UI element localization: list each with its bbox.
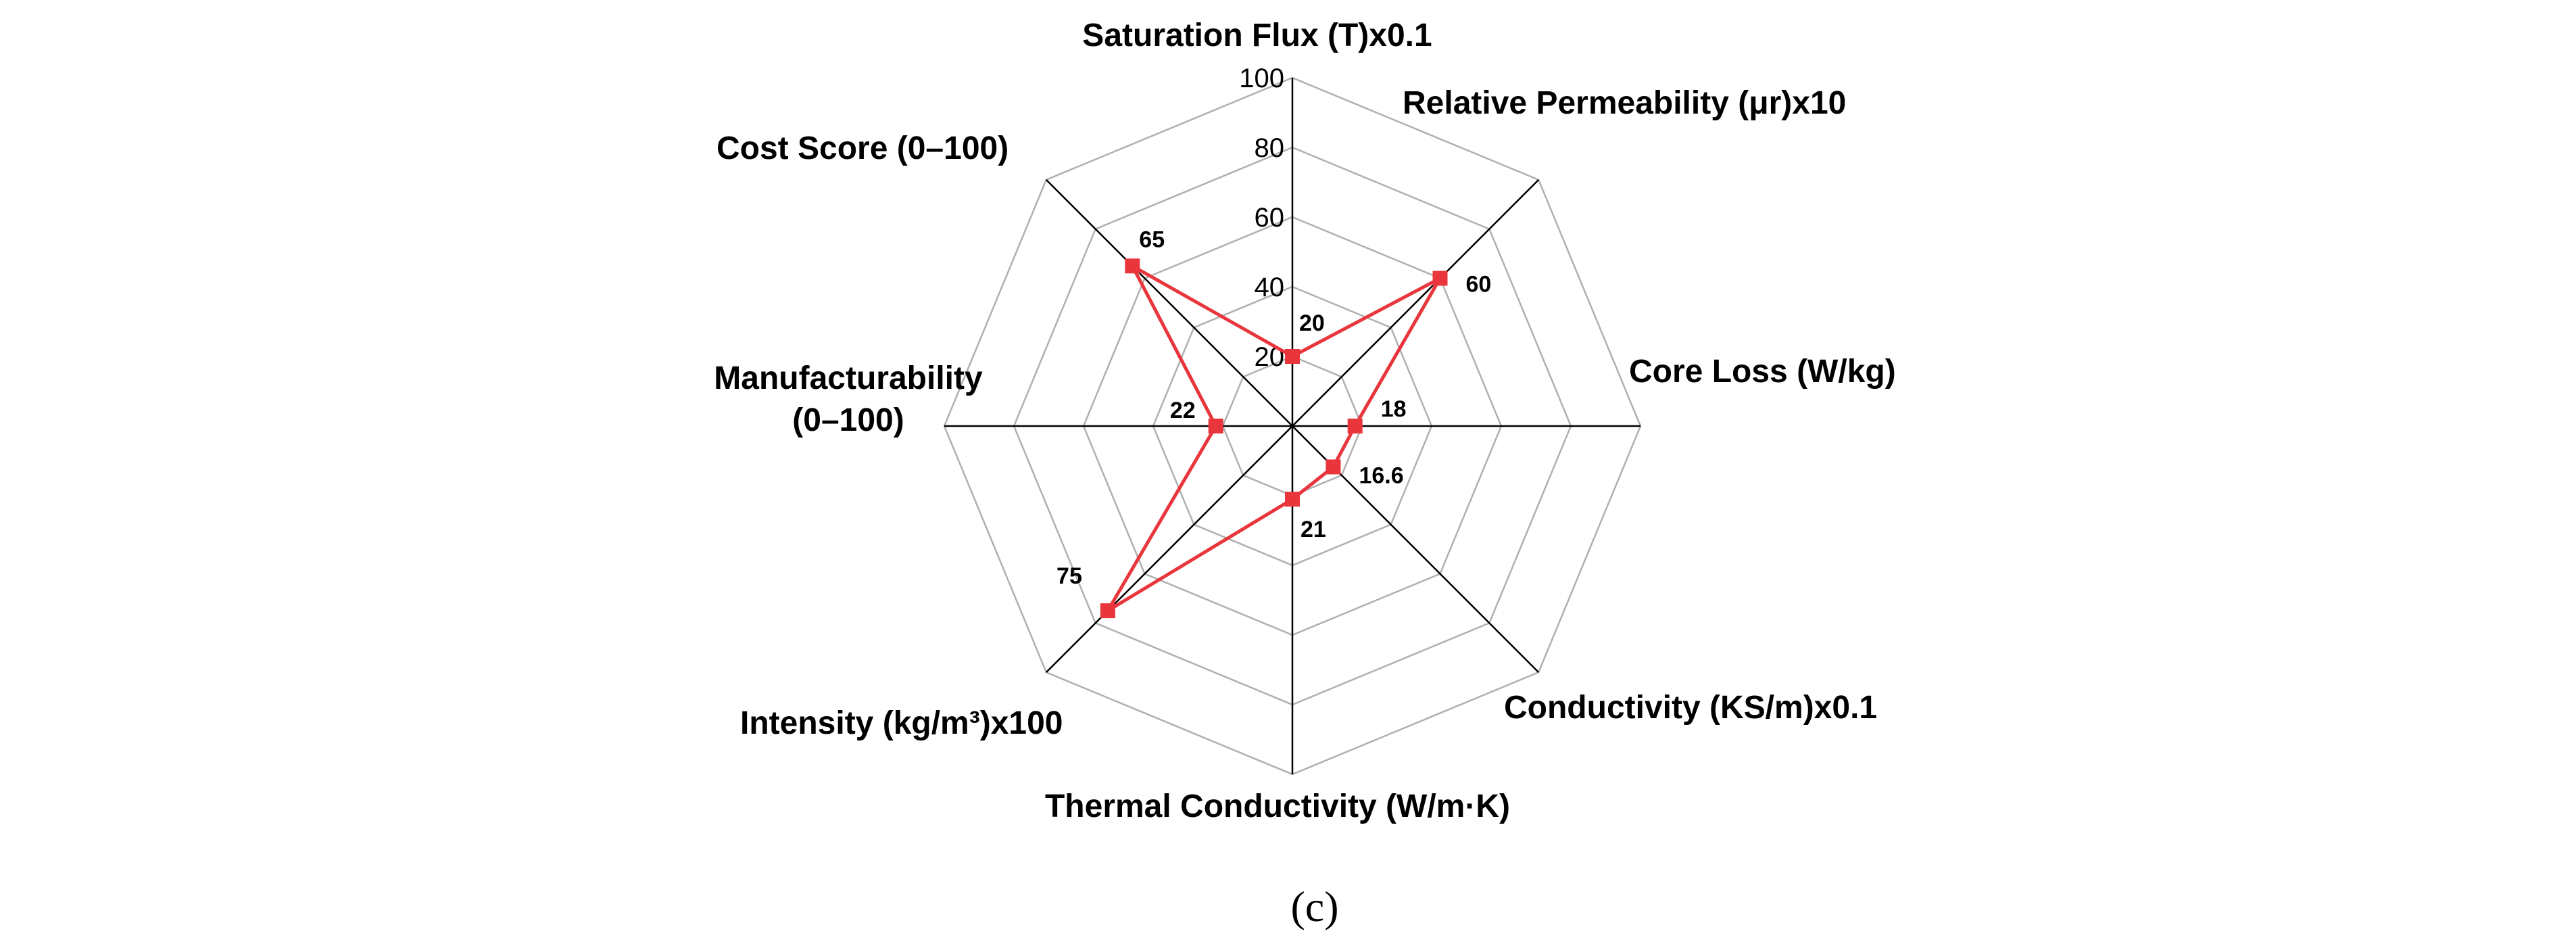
- data-point-0: [1285, 349, 1300, 364]
- data-point-3: [1326, 459, 1341, 475]
- tick-label-80: 80: [1255, 133, 1285, 163]
- tick-label-20: 20: [1255, 342, 1285, 372]
- data-label-2: 18: [1381, 396, 1407, 422]
- tick-label-40: 40: [1255, 273, 1285, 302]
- axis-label-0: Saturation Flux (T)x0.1: [1082, 18, 1432, 53]
- data-label-1: 60: [1465, 272, 1491, 298]
- axis-label-5: Intensity (kg/m³)x100: [740, 705, 1063, 741]
- spoke-5: [1045, 425, 1293, 674]
- axis-label-1: Relative Permeability (μr)x10: [1403, 85, 1846, 121]
- data-label-6: 22: [1170, 398, 1196, 423]
- tick-label-60: 60: [1255, 203, 1285, 233]
- data-label-7: 65: [1139, 227, 1165, 252]
- spoke-7: [1045, 179, 1293, 427]
- data-labels: 20 60 18 16.6 21 75 22 65: [1056, 227, 1491, 589]
- data-point-4: [1285, 492, 1300, 507]
- data-point-2: [1347, 419, 1363, 433]
- axis-label-7: Cost Score (0–100): [716, 131, 1008, 166]
- axis-labels: Saturation Flux (T)x0.1 Relative Permeabi…: [714, 18, 1895, 824]
- data-label-0: 20: [1299, 310, 1325, 336]
- data-point-6: [1208, 419, 1223, 433]
- radial-tick-labels: 20 40 60 80 100: [1239, 64, 1284, 372]
- data-point-5: [1100, 603, 1115, 619]
- data-label-3: 16.6: [1359, 463, 1403, 488]
- data-point-7: [1125, 258, 1140, 274]
- axis-label-3: Conductivity (KS/m)x0.1: [1504, 690, 1877, 726]
- data-label-5: 75: [1056, 563, 1082, 589]
- figure-caption: (c): [1290, 883, 1338, 931]
- data-point-1: [1432, 271, 1448, 286]
- data-series: [1100, 258, 1448, 619]
- axis-label-4: Thermal Conductivity (W/m·K): [1045, 789, 1510, 824]
- radar-spokes: [944, 78, 1641, 774]
- spoke-1: [1292, 179, 1540, 427]
- axis-label-6: Manufacturability (0–100): [714, 360, 983, 438]
- tick-label-100: 100: [1239, 64, 1284, 93]
- axis-label-2: Core Loss (W/kg): [1629, 354, 1896, 390]
- data-label-4: 21: [1301, 517, 1326, 542]
